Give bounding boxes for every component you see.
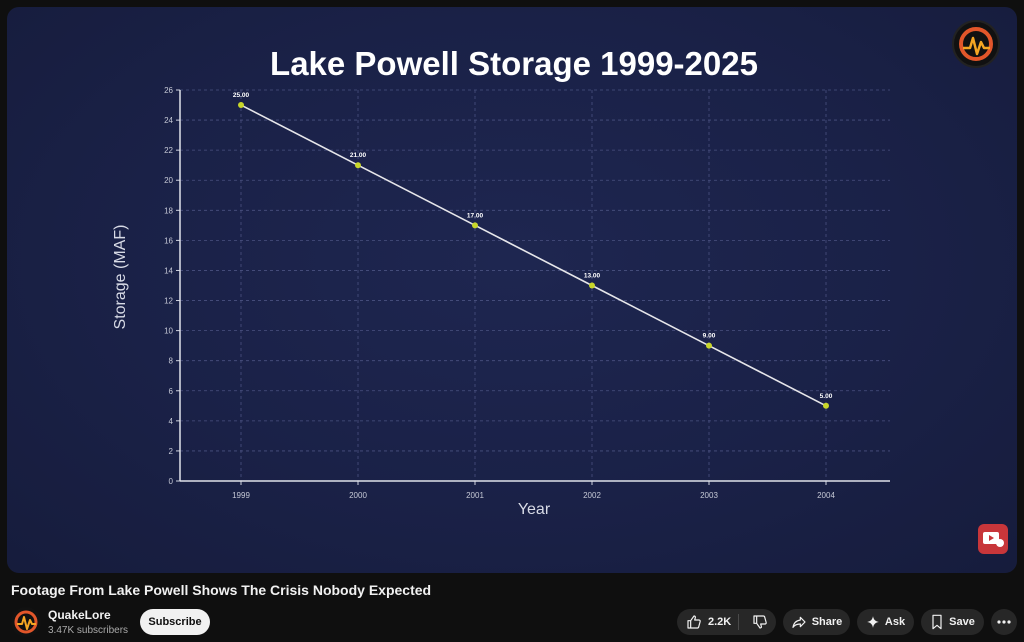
more-icon	[997, 620, 1011, 624]
data-point	[238, 102, 244, 109]
data-label: 13.00	[584, 273, 601, 280]
y-tick-label: 2	[169, 447, 174, 456]
data-point	[706, 342, 712, 349]
x-tick-label: 2002	[583, 491, 601, 500]
data-point	[589, 282, 595, 289]
channel-watermark[interactable]	[952, 20, 1000, 68]
video-player[interactable]: Lake Powell Storage 1999-2025 0 2 4 6 8 10 12 1…	[7, 7, 1017, 573]
y-tick-label: 20	[164, 176, 173, 185]
ask-label: Ask	[884, 616, 906, 628]
channel-logo-icon	[14, 610, 38, 634]
sparkle-icon	[867, 616, 879, 628]
y-tick-label: 26	[164, 86, 173, 95]
like-divider	[738, 614, 739, 630]
y-tick-label: 22	[164, 146, 173, 155]
data-label: 21.00	[350, 152, 367, 159]
channel-name[interactable]: QuakeLore	[48, 608, 111, 622]
y-tick-label: 16	[164, 236, 173, 245]
chart-series	[238, 102, 829, 409]
line-chart: Lake Powell Storage 1999-2025 0246810121…	[112, 45, 890, 518]
channel-avatar[interactable]	[11, 607, 41, 637]
y-tick-label: 24	[164, 116, 173, 125]
share-icon	[792, 616, 806, 628]
chart-grid	[180, 89, 890, 481]
share-button[interactable]: Share	[783, 609, 850, 635]
y-tick-label: 18	[164, 206, 173, 215]
like-icon	[687, 615, 701, 629]
bookmark-icon	[932, 614, 942, 630]
y-tick-label: 10	[164, 327, 173, 336]
y-tick-label: 6	[169, 387, 174, 396]
x-tick-label: 2004	[817, 491, 835, 500]
x-tick-label: 2001	[466, 491, 484, 500]
x-axis-label: Year	[518, 501, 551, 518]
x-tick-label: 2003	[700, 491, 718, 500]
series-line	[240, 104, 827, 407]
y-tick-label: 12	[164, 297, 173, 306]
share-label: Share	[811, 616, 843, 628]
subscribe-button[interactable]: Subscribe	[140, 609, 210, 635]
like-dislike-group: 2.2K	[677, 609, 776, 635]
dislike-icon	[753, 615, 767, 629]
ask-button[interactable]: Ask	[857, 609, 914, 635]
data-point	[823, 402, 829, 409]
y-tick-label: 0	[169, 477, 174, 486]
y-tick-label: 14	[164, 266, 173, 275]
data-label: 25.00	[233, 92, 250, 99]
x-tick-label: 1999	[232, 491, 250, 500]
video-icon	[983, 532, 1004, 547]
like-count: 2.2K	[708, 616, 732, 628]
like-button[interactable]: 2.2K	[677, 609, 733, 635]
y-axis-label: Storage (MAF)	[112, 225, 129, 330]
chart-axes	[176, 89, 890, 485]
y-tick-label: 4	[169, 417, 174, 426]
channel-logo-icon	[959, 27, 993, 61]
data-point	[355, 162, 361, 169]
dislike-button[interactable]	[744, 609, 776, 635]
data-label: 9.00	[703, 333, 716, 340]
subscriber-count: 3.47K subscribers	[48, 625, 129, 636]
video-title: Footage From Lake Powell Shows The Crisi…	[11, 582, 432, 598]
data-point	[472, 222, 478, 229]
x-tick-label: 2000	[349, 491, 367, 500]
data-label: 5.00	[820, 393, 833, 400]
chart-title: Lake Powell Storage 1999-2025	[270, 45, 758, 82]
save-button[interactable]: Save	[921, 609, 984, 635]
save-label: Save	[949, 616, 975, 628]
data-label: 17.00	[467, 212, 484, 219]
corner-logo	[978, 524, 1008, 554]
y-tick-label: 8	[169, 357, 174, 366]
more-actions-button[interactable]	[991, 609, 1017, 635]
data-labels: 25.00 21.00 17.00 13.00 9.00 5.00	[233, 92, 833, 400]
x-tick-labels: 1999 2000 2001 2002 2003 2004	[232, 491, 835, 500]
